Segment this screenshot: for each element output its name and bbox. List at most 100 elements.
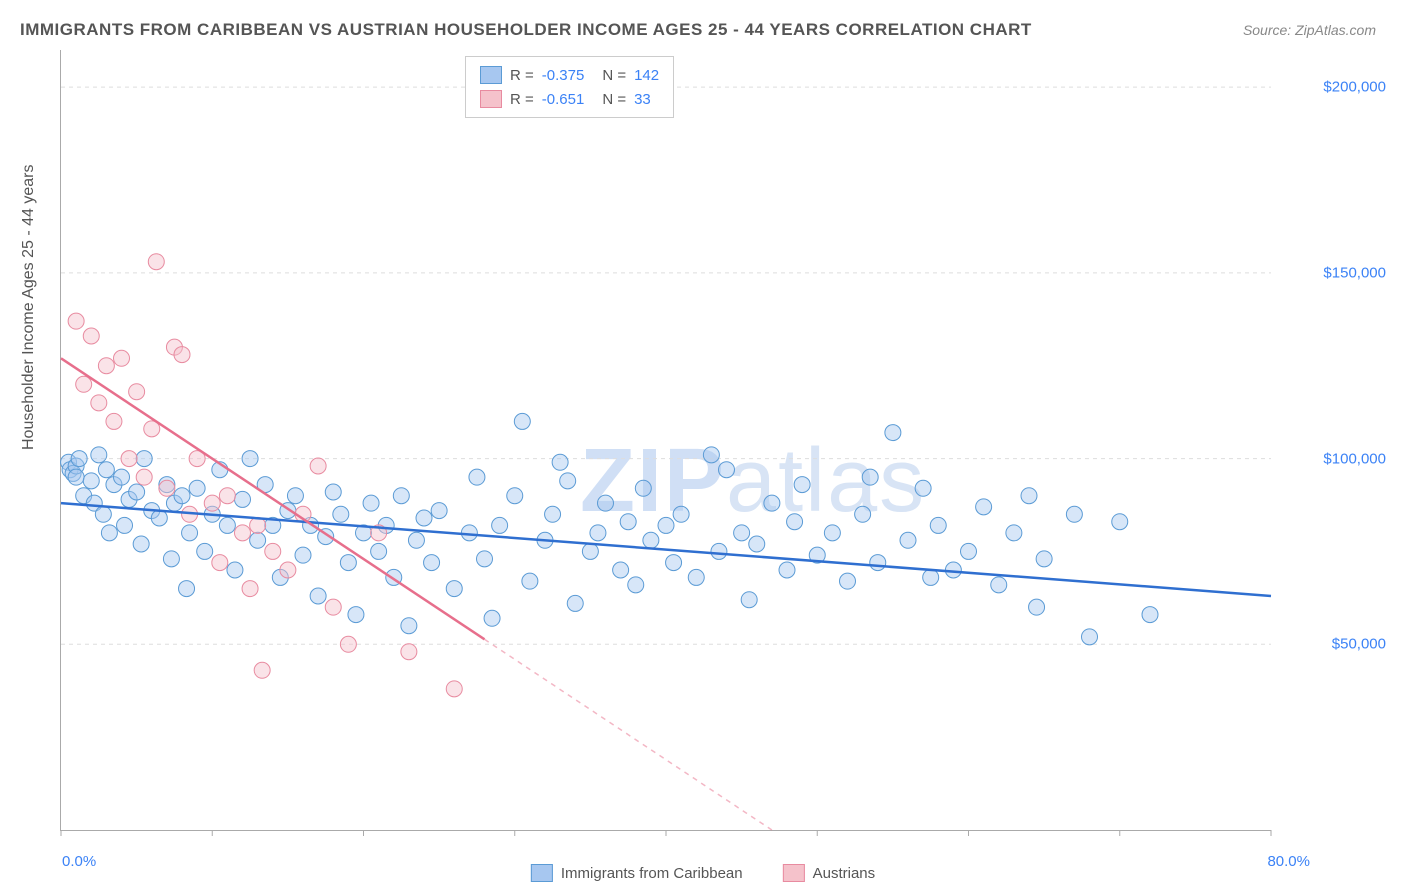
- data-point: [507, 488, 523, 504]
- plot-area: [60, 50, 1271, 831]
- data-point: [242, 451, 258, 467]
- data-point: [333, 506, 349, 522]
- data-point: [484, 610, 500, 626]
- data-point: [1029, 599, 1045, 615]
- data-point: [227, 562, 243, 578]
- data-point: [613, 562, 629, 578]
- data-point: [371, 543, 387, 559]
- legend-n-label: N =: [602, 91, 626, 108]
- x-axis-min-label: 0.0%: [62, 853, 96, 870]
- data-point: [552, 454, 568, 470]
- data-point: [408, 532, 424, 548]
- legend-item: Austrians: [783, 864, 876, 882]
- data-point: [567, 595, 583, 611]
- data-point: [741, 592, 757, 608]
- data-point: [133, 536, 149, 552]
- data-point: [325, 484, 341, 500]
- data-point: [855, 506, 871, 522]
- data-point: [129, 484, 145, 500]
- data-point: [280, 562, 296, 578]
- data-point: [749, 536, 765, 552]
- data-point: [265, 543, 281, 559]
- data-point: [711, 543, 727, 559]
- data-point: [348, 607, 364, 623]
- data-point: [83, 473, 99, 489]
- data-point: [325, 599, 341, 615]
- data-point: [862, 469, 878, 485]
- data-point: [235, 525, 251, 541]
- data-point: [83, 328, 99, 344]
- data-point: [91, 447, 107, 463]
- data-point: [340, 636, 356, 652]
- legend-r-label: R =: [510, 91, 534, 108]
- data-point: [930, 517, 946, 533]
- data-point: [95, 506, 111, 522]
- data-point: [628, 577, 644, 593]
- data-point: [197, 543, 213, 559]
- data-point: [310, 458, 326, 474]
- data-point: [114, 469, 130, 485]
- data-point: [719, 462, 735, 478]
- data-point: [98, 462, 114, 478]
- data-point: [159, 480, 175, 496]
- data-point: [91, 395, 107, 411]
- data-point: [254, 662, 270, 678]
- series-legend: Immigrants from CaribbeanAustrians: [531, 864, 875, 882]
- data-point: [416, 510, 432, 526]
- data-point: [401, 644, 417, 660]
- data-point: [295, 547, 311, 563]
- chart-svg: [61, 50, 1271, 830]
- data-point: [310, 588, 326, 604]
- data-point: [582, 543, 598, 559]
- data-point: [424, 555, 440, 571]
- legend-n-label: N =: [602, 67, 626, 84]
- y-tick-label: $50,000: [1332, 636, 1386, 653]
- data-point: [492, 517, 508, 533]
- data-point: [250, 532, 266, 548]
- data-point: [643, 532, 659, 548]
- data-point: [991, 577, 1007, 593]
- data-point: [212, 555, 228, 571]
- legend-swatch: [783, 864, 805, 882]
- data-point: [136, 451, 152, 467]
- data-point: [1142, 607, 1158, 623]
- data-point: [764, 495, 780, 511]
- data-point: [1066, 506, 1082, 522]
- data-point: [121, 451, 137, 467]
- data-point: [446, 581, 462, 597]
- data-point: [620, 514, 636, 530]
- data-point: [98, 358, 114, 374]
- data-point: [151, 510, 167, 526]
- data-point: [779, 562, 795, 578]
- data-point: [106, 413, 122, 429]
- data-point: [287, 488, 303, 504]
- data-point: [734, 525, 750, 541]
- data-point: [235, 491, 251, 507]
- data-point: [340, 555, 356, 571]
- data-point: [174, 347, 190, 363]
- data-point: [976, 499, 992, 515]
- data-point: [1082, 629, 1098, 645]
- data-point: [401, 618, 417, 634]
- data-point: [590, 525, 606, 541]
- data-point: [514, 413, 530, 429]
- data-point: [129, 384, 145, 400]
- data-point: [101, 525, 117, 541]
- data-point: [431, 503, 447, 519]
- data-point: [189, 480, 205, 496]
- data-point: [446, 681, 462, 697]
- legend-r-label: R =: [510, 67, 534, 84]
- y-axis-label: Householder Income Ages 25 - 44 years: [20, 165, 38, 451]
- data-point: [242, 581, 258, 597]
- chart-title: IMMIGRANTS FROM CARIBBEAN VS AUSTRIAN HO…: [20, 20, 1032, 40]
- data-point: [885, 425, 901, 441]
- data-point: [870, 555, 886, 571]
- data-point: [363, 495, 379, 511]
- data-point: [477, 551, 493, 567]
- legend-swatch: [531, 864, 553, 882]
- data-point: [915, 480, 931, 496]
- data-point: [148, 254, 164, 270]
- legend-swatch: [480, 90, 502, 108]
- data-point: [1021, 488, 1037, 504]
- trend-line-extrapolated: [485, 639, 772, 830]
